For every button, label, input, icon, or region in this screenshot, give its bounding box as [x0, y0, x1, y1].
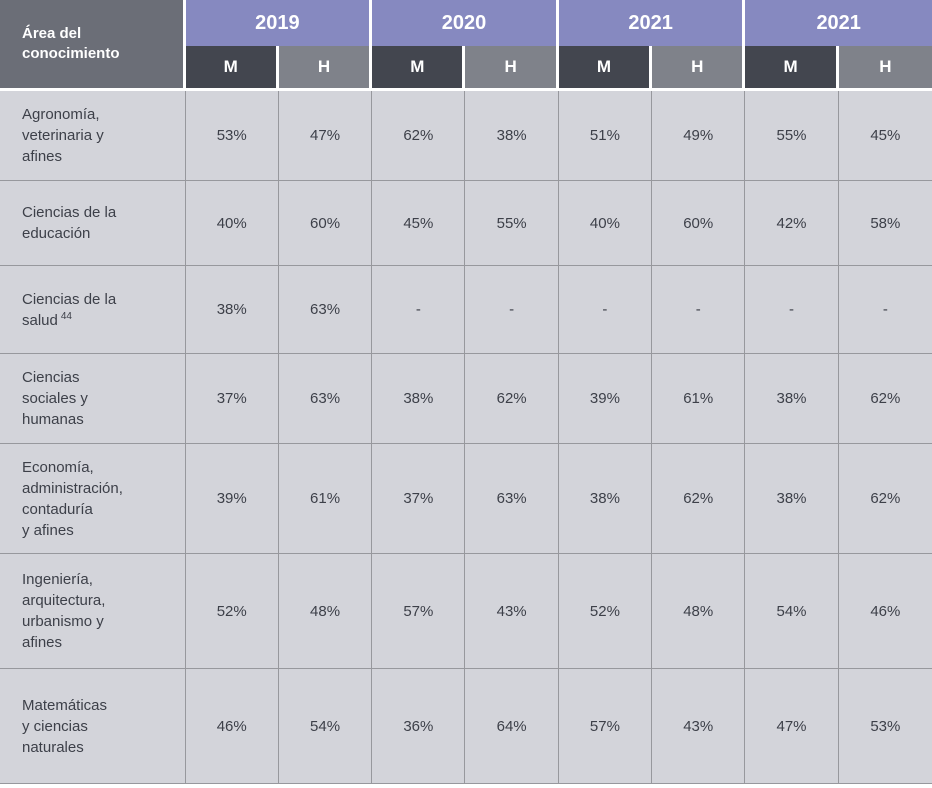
value-cell: 62% — [652, 444, 746, 554]
value-cell: 39% — [558, 354, 653, 444]
value-cell: - — [465, 266, 559, 354]
area-label-text: Economía, administración, contaduría y a… — [22, 458, 123, 539]
value-cell: 45% — [372, 181, 466, 266]
value-cell: 58% — [838, 181, 932, 266]
value-cell: 43% — [652, 669, 746, 784]
year-header-2021-b: 2021 — [745, 0, 932, 46]
gender-header-h: H — [465, 46, 559, 91]
value-cell: 52% — [558, 554, 653, 669]
table-body: Agronomía, veterinaria y afines 53% 47% 62%… — [0, 91, 932, 784]
area-label: Ciencias sociales y humanas — [0, 354, 186, 444]
value-cell: - — [652, 266, 746, 354]
gender-header-h: H — [278, 46, 373, 91]
value-cell: 37% — [185, 354, 279, 444]
value-cell: - — [372, 266, 466, 354]
gender-header-h: H — [838, 46, 932, 91]
table-row: Agronomía, veterinaria y afines 53% 47% 62%… — [0, 91, 932, 181]
value-cell: 55% — [745, 91, 839, 181]
value-cell: 62% — [372, 91, 466, 181]
value-cell: 38% — [185, 266, 279, 354]
value-cell: 43% — [465, 554, 559, 669]
value-cell: 39% — [185, 444, 279, 554]
value-cell: 52% — [185, 554, 279, 669]
value-cell: - — [558, 266, 653, 354]
value-cell: 63% — [278, 266, 373, 354]
value-cell: 38% — [745, 354, 839, 444]
year-header-2021-a: 2021 — [558, 0, 746, 46]
table-row: Ciencias de la educación 40% 60% 45% 55% 40% 6… — [0, 181, 932, 266]
value-cell: 61% — [652, 354, 746, 444]
value-cell: 54% — [745, 554, 839, 669]
value-cell: 40% — [558, 181, 653, 266]
value-cell: 46% — [185, 669, 279, 784]
value-cell: 38% — [372, 354, 466, 444]
area-label-text: Matemáticas y ciencias naturales — [22, 696, 108, 756]
table-header: Área del conocimiento 2019 2020 2021 202… — [0, 0, 932, 91]
value-cell: 64% — [465, 669, 559, 784]
value-cell: - — [838, 266, 932, 354]
value-cell: 47% — [278, 91, 373, 181]
area-label: Ciencias de la salud 44 — [0, 266, 186, 354]
year-header-row: Área del conocimiento 2019 2020 2021 202… — [0, 0, 932, 91]
value-cell: 36% — [372, 669, 466, 784]
area-label: Economía, administración, contaduría y a… — [0, 444, 186, 554]
year-header-2020: 2020 — [372, 0, 559, 46]
value-cell: 48% — [652, 554, 746, 669]
value-cell: 62% — [465, 354, 559, 444]
area-label: Agronomía, veterinaria y afines — [0, 91, 186, 181]
value-cell: 42% — [745, 181, 839, 266]
table-row: Ciencias sociales y humanas 37% 63% 38% 62% 3… — [0, 354, 932, 444]
gender-header-m: M — [372, 46, 466, 91]
value-cell: 57% — [558, 669, 653, 784]
gender-header-m: M — [185, 46, 279, 91]
value-cell: 51% — [558, 91, 653, 181]
value-cell: 63% — [278, 354, 373, 444]
value-cell: 38% — [745, 444, 839, 554]
value-cell: 38% — [558, 444, 653, 554]
value-cell: 62% — [838, 354, 932, 444]
value-cell: 54% — [278, 669, 373, 784]
area-label-text: Ciencias de la salud — [22, 290, 117, 329]
table-row: Matemáticas y ciencias naturales 46% 54% 36… — [0, 669, 932, 784]
value-cell: 47% — [745, 669, 839, 784]
value-cell: 46% — [838, 554, 932, 669]
gender-header-row: M H M H M H M H — [0, 46, 932, 91]
value-cell: 60% — [278, 181, 373, 266]
corner-header-area-del-conocimiento: Área del conocimiento — [0, 0, 186, 91]
value-cell: 60% — [652, 181, 746, 266]
value-cell: 57% — [372, 554, 466, 669]
value-cell: 62% — [838, 444, 932, 554]
area-label-text: Agronomía, veterinaria y afines — [22, 106, 104, 165]
area-label: Matemáticas y ciencias naturales — [0, 669, 186, 784]
gender-header-h: H — [652, 46, 746, 91]
gender-header-m: M — [558, 46, 653, 91]
value-cell: 63% — [465, 444, 559, 554]
table-row: Economía, administración, contaduría y a… — [0, 444, 932, 554]
table-row: Ciencias de la salud 44 38% 63% - - - - - - — [0, 266, 932, 354]
table-row: Ingeniería, arquitectura, urbanismo y af… — [0, 554, 932, 669]
year-header-2019: 2019 — [185, 0, 373, 46]
gender-header-m: M — [745, 46, 839, 91]
area-label: Ciencias de la educación — [0, 181, 186, 266]
area-label-text: Ciencias de la educación — [22, 204, 117, 242]
value-cell: 40% — [185, 181, 279, 266]
value-cell: 55% — [465, 181, 559, 266]
value-cell: 45% — [838, 91, 932, 181]
value-cell: 61% — [278, 444, 373, 554]
area-label: Ingeniería, arquitectura, urbanismo y af… — [0, 554, 186, 669]
value-cell: 53% — [185, 91, 279, 181]
value-cell: 49% — [652, 91, 746, 181]
value-cell: 37% — [372, 444, 466, 554]
area-label-text: Ciencias sociales y humanas — [22, 369, 88, 428]
value-cell: 48% — [278, 554, 373, 669]
value-cell: 38% — [465, 91, 559, 181]
value-cell: - — [745, 266, 839, 354]
footnote-reference: 44 — [60, 310, 72, 322]
value-cell: 53% — [838, 669, 932, 784]
area-label-text: Ingeniería, arquitectura, urbanismo y af… — [22, 571, 106, 651]
